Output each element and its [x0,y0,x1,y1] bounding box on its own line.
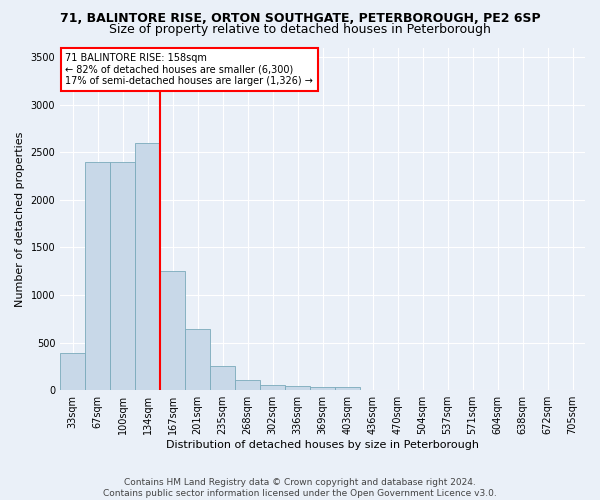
Bar [85,162,110,390]
Bar [185,330,210,390]
Bar [210,366,235,390]
Bar [285,386,310,390]
Text: Contains HM Land Registry data © Crown copyright and database right 2024.
Contai: Contains HM Land Registry data © Crown c… [103,478,497,498]
Bar [310,387,335,390]
Bar [110,162,135,390]
Bar [260,385,285,390]
Bar [160,271,185,390]
Bar [335,387,360,390]
Text: 71 BALINTORE RISE: 158sqm
← 82% of detached houses are smaller (6,300)
17% of se: 71 BALINTORE RISE: 158sqm ← 82% of detac… [65,52,313,86]
Bar [60,353,85,390]
Bar [135,142,160,390]
Y-axis label: Number of detached properties: Number of detached properties [15,131,25,306]
Bar [235,380,260,390]
X-axis label: Distribution of detached houses by size in Peterborough: Distribution of detached houses by size … [166,440,479,450]
Text: 71, BALINTORE RISE, ORTON SOUTHGATE, PETERBOROUGH, PE2 6SP: 71, BALINTORE RISE, ORTON SOUTHGATE, PET… [59,12,541,26]
Text: Size of property relative to detached houses in Peterborough: Size of property relative to detached ho… [109,22,491,36]
